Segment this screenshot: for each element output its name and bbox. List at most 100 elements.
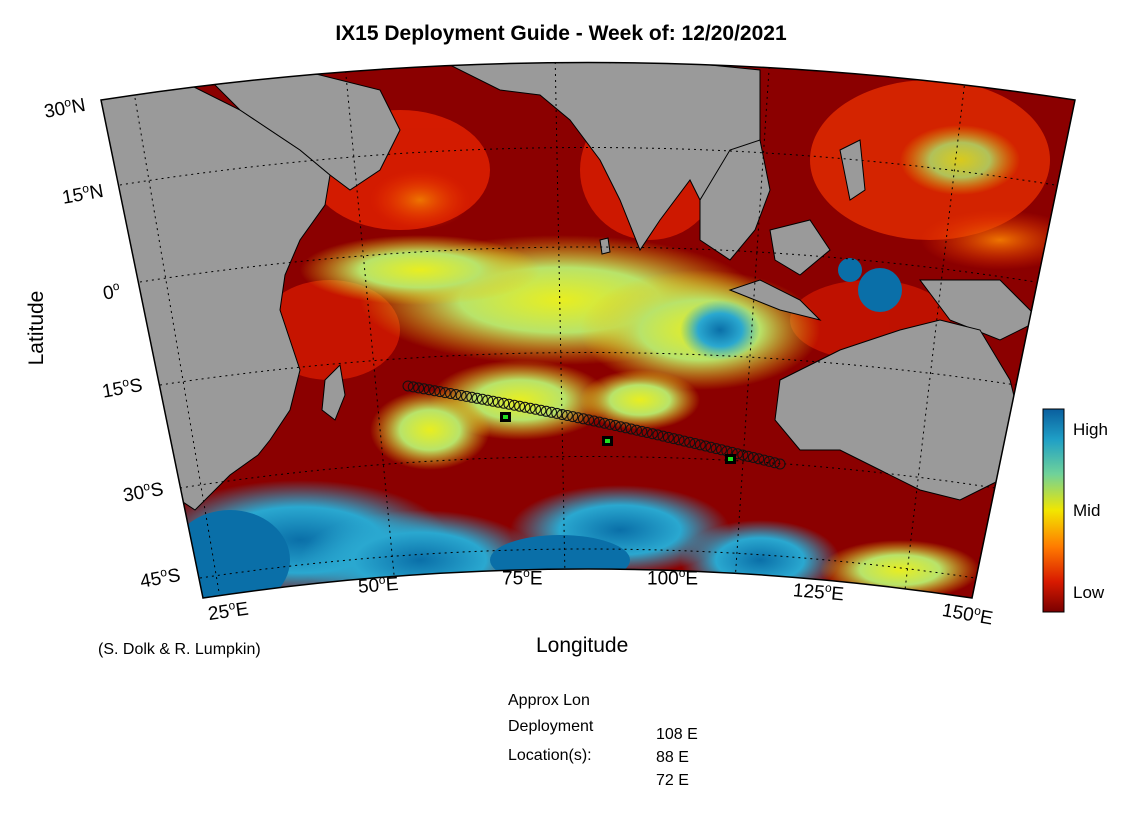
track-point: [546, 406, 557, 418]
track-point: [561, 410, 573, 421]
track-point: [508, 399, 520, 411]
track-point: [641, 427, 653, 438]
track-point: [599, 417, 611, 429]
deployment-marker-88e-fill: [605, 439, 610, 443]
track-point: [737, 449, 749, 461]
chart-title: IX15 Deployment Guide - Week of: 12/20/2…: [335, 22, 787, 45]
track-point: [684, 436, 696, 448]
track-point: [657, 430, 669, 442]
track-point: [647, 428, 658, 440]
lon-tick-125e: 125oE: [792, 580, 845, 606]
track-point: [689, 438, 701, 449]
track-point: [482, 394, 494, 406]
track-point: [763, 455, 775, 467]
track-point: [673, 434, 685, 446]
sri-lanka-landmass: [599, 237, 611, 255]
track-point: [572, 412, 584, 424]
philippines-landmass: [839, 139, 866, 201]
track-point: [492, 396, 504, 408]
deployment-location-3: 72 E: [656, 772, 689, 789]
lon-tick-50e: 50oE: [357, 572, 400, 598]
deployment-markers: [500, 412, 736, 464]
colorbar-low-label: Low: [1073, 583, 1105, 602]
track-point: [588, 415, 600, 427]
track-point: [652, 429, 664, 441]
track-point: [413, 382, 425, 394]
track-point: [593, 416, 605, 428]
track-point: [668, 433, 680, 445]
track-point: [498, 397, 510, 409]
cruise-track: [402, 380, 786, 470]
track-point: [407, 381, 419, 393]
track-point: [732, 448, 743, 460]
track-point: [402, 380, 414, 392]
track-point: [700, 440, 712, 452]
track-point: [423, 384, 435, 396]
arabia-landmass: [203, 69, 401, 191]
track-point: [540, 405, 552, 417]
track-point: [604, 418, 616, 430]
track-point: [583, 414, 595, 426]
map-frame: [100, 61, 1076, 599]
track-point: [753, 453, 765, 465]
track-point: [705, 441, 717, 453]
deployment-marker-72e-fill: [503, 415, 508, 419]
track-point: [535, 404, 547, 416]
track-point: [609, 420, 621, 431]
track-point: [615, 421, 627, 433]
deployment-heading-1: Approx Lon: [508, 692, 590, 709]
track-point: [503, 398, 515, 410]
colorbar-high-label: High: [1073, 420, 1108, 439]
track-point: [418, 383, 430, 395]
track-point: [530, 403, 541, 415]
track-point: [758, 454, 770, 466]
madagascar-landmass: [321, 363, 346, 421]
track-point: [445, 388, 456, 399]
deployment-location-1: 108 E: [656, 726, 698, 743]
colorbar-mid-label: Mid: [1073, 501, 1101, 520]
deployment-heading-3: Location(s):: [508, 747, 592, 764]
track-point: [769, 457, 781, 469]
track-point: [471, 392, 483, 404]
track-point: [429, 385, 441, 397]
track-point: [620, 422, 632, 434]
track-point: [514, 400, 526, 412]
track-point: [774, 458, 786, 470]
track-point: [461, 390, 472, 402]
colorbar: [1042, 408, 1065, 613]
deployment-marker-108e-fill: [728, 457, 733, 461]
track-point: [455, 389, 467, 401]
map-area: [101, 62, 1075, 598]
track-point: [625, 423, 637, 435]
track-point: [567, 411, 579, 423]
track-point: [551, 407, 563, 419]
track-point: [710, 443, 722, 455]
credit-text: (S. Dolk & R. Lumpkin): [98, 641, 261, 658]
indonesia-landmass: [728, 279, 822, 321]
deployment-heading-2: Deployment: [508, 718, 594, 735]
track-point: [662, 431, 674, 443]
indochina-landmass: [699, 139, 771, 261]
x-axis-label: Longitude: [536, 634, 629, 657]
lon-tick-100e: 100oE: [647, 566, 699, 590]
track-point: [716, 444, 727, 456]
track-point: [487, 395, 499, 407]
track-point: [577, 413, 589, 425]
track-point: [476, 393, 488, 405]
track-point: [747, 452, 759, 463]
track-point: [678, 435, 690, 447]
track-point: [694, 439, 706, 451]
track-point: [636, 425, 648, 437]
track-point: [434, 386, 446, 398]
track-point: [556, 409, 568, 420]
lon-tick-75e: 75oE: [502, 566, 543, 590]
track-point: [450, 389, 462, 400]
track-point: [524, 402, 536, 414]
deployment-location-2: 88 E: [656, 749, 689, 766]
track-point: [466, 391, 478, 403]
track-point: [519, 401, 531, 413]
new-guinea-landmass: [919, 279, 1041, 341]
track-point: [439, 387, 451, 399]
borneo-landmass: [769, 219, 831, 276]
